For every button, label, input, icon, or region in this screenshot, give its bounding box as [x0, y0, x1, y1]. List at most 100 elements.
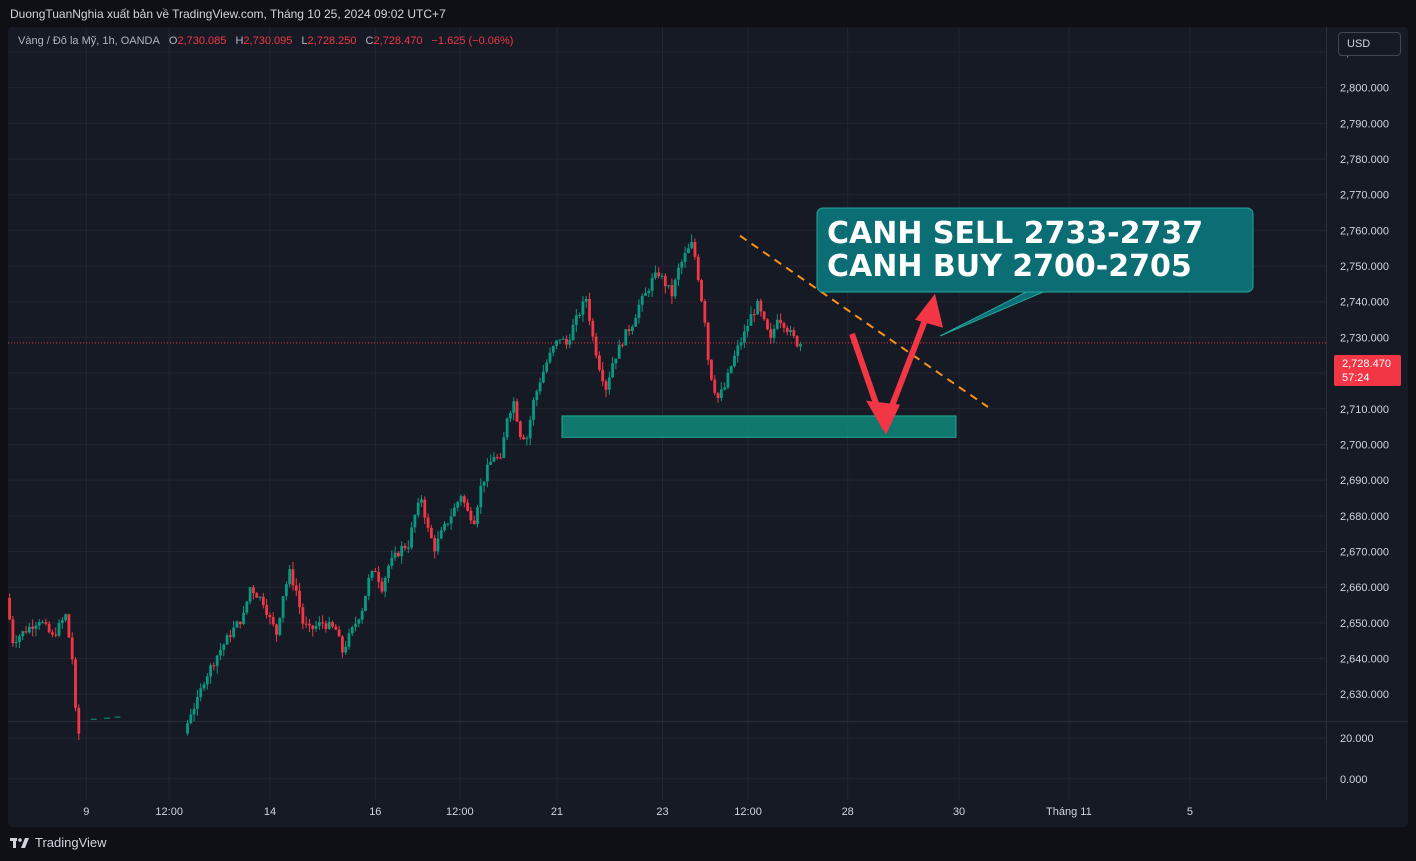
candle-body-up [27, 626, 31, 633]
candle-body-down [31, 626, 35, 629]
y-tick-label: 2,790.000 [1340, 118, 1389, 130]
candle-body-down [598, 355, 601, 370]
candle-body-down [706, 322, 710, 360]
candle-body-down [298, 590, 301, 608]
candle-body-down [74, 659, 77, 708]
candle-body-up [541, 371, 545, 383]
candle-body-down [24, 631, 28, 633]
candle-body-up [186, 723, 189, 734]
candle-body-up [21, 631, 25, 637]
candle-body-up [34, 625, 38, 629]
candle-body-down [785, 327, 789, 333]
candle-body-down [663, 275, 667, 287]
candle-body-up [667, 285, 670, 287]
candle-body-down [308, 623, 311, 626]
candle-body-down [710, 359, 713, 380]
y-tick-label: 2,780.000 [1340, 154, 1389, 166]
candle-body-down [321, 622, 325, 624]
candle-body-down [433, 538, 437, 552]
candle-body-down [423, 499, 427, 518]
candle-body-down [324, 623, 328, 629]
low-label: L [301, 35, 308, 47]
price-tag-countdown: 57:24 [1342, 372, 1370, 384]
candle-body-up [439, 530, 443, 539]
candle-body-up [436, 538, 440, 552]
candle-body-up [360, 610, 364, 620]
candle-body-down [779, 319, 783, 323]
candle-body-up [742, 331, 746, 343]
candle-body-down [522, 437, 526, 440]
candle-body-up [644, 293, 647, 296]
y-tick-label: 2,680.000 [1340, 511, 1389, 523]
candle-body-up [551, 346, 555, 353]
x-tick-label: 9 [83, 806, 89, 818]
candle-body-up [736, 345, 740, 356]
candle-body-up [746, 325, 750, 332]
candle-body-down [429, 527, 433, 539]
candle-body-up [775, 319, 779, 329]
x-tick-label: 5 [1187, 806, 1193, 818]
candle-body-up [37, 622, 41, 626]
candle-body-up [327, 621, 331, 629]
candle-body-up [673, 279, 677, 297]
indicator-tick-label: 0.000 [1340, 774, 1368, 786]
x-tick-label: 16 [369, 806, 381, 818]
callout-line-2: CANH BUY 2700-2705 [827, 249, 1192, 284]
candle-body-up [650, 277, 654, 291]
candle-body-down [462, 496, 466, 503]
candle-body-down [795, 335, 799, 347]
candle-body-down [693, 241, 697, 257]
candle-body-down [657, 272, 661, 277]
candle-body-down [265, 605, 269, 615]
candle-body-up [502, 437, 506, 459]
candle-body-down [466, 502, 470, 511]
candle-body-up [242, 612, 245, 625]
candle-body-up [739, 342, 743, 346]
candle-body-up [509, 412, 512, 419]
symbol-name[interactable]: Vàng / Đô la Mỹ, 1h, OANDA [18, 35, 160, 47]
x-tick-label: 23 [656, 806, 668, 818]
candle-body-down [337, 629, 341, 637]
candle-body-up [235, 621, 239, 628]
y-tick-label: 2,640.000 [1340, 654, 1389, 666]
x-tick-label: Tháng 11 [1046, 806, 1092, 818]
callout-line-1: CANH SELL 2733-2737 [827, 216, 1203, 251]
candle-body-up [347, 633, 351, 647]
x-tick-label: 14 [264, 806, 276, 818]
candle-body-up [568, 340, 572, 345]
candle-body-up [538, 382, 542, 392]
candle-body-up [443, 523, 446, 531]
candle-body-down [703, 301, 707, 323]
candle-body-up [215, 655, 219, 666]
candle-body-down [700, 280, 703, 302]
candle-body-up [416, 502, 420, 516]
candle-body-down [601, 369, 605, 382]
candle-body-down [792, 330, 796, 336]
candle-body-down [311, 625, 315, 629]
candle-body-up [799, 343, 802, 347]
candle-body-up [350, 626, 354, 634]
candle-body-down [252, 587, 255, 594]
candle-body-down [604, 381, 608, 390]
candle-body-up [367, 577, 371, 596]
buy-zone-rectangle [561, 415, 957, 438]
candle-body-up [420, 499, 423, 503]
candle-body-down [713, 379, 717, 393]
candle-body-up [393, 552, 397, 558]
tradingview-logo[interactable]: TradingView [10, 835, 107, 850]
candle-body-up [248, 587, 252, 602]
x-tick-label: 28 [842, 806, 854, 818]
candle-body-down [670, 285, 674, 297]
y-tick-label: 2,750.000 [1340, 261, 1389, 273]
y-tick-label: 2,650.000 [1340, 618, 1389, 630]
candle-body-down [11, 619, 15, 644]
candle-body-down [588, 298, 591, 321]
candle-body-up [383, 577, 387, 592]
currency-button[interactable]: USD [1338, 32, 1401, 56]
candle-body-down [759, 300, 763, 312]
candle-body-up [634, 318, 638, 327]
candle-body-down [782, 322, 786, 328]
y-tick-label: 2,710.000 [1340, 404, 1389, 416]
